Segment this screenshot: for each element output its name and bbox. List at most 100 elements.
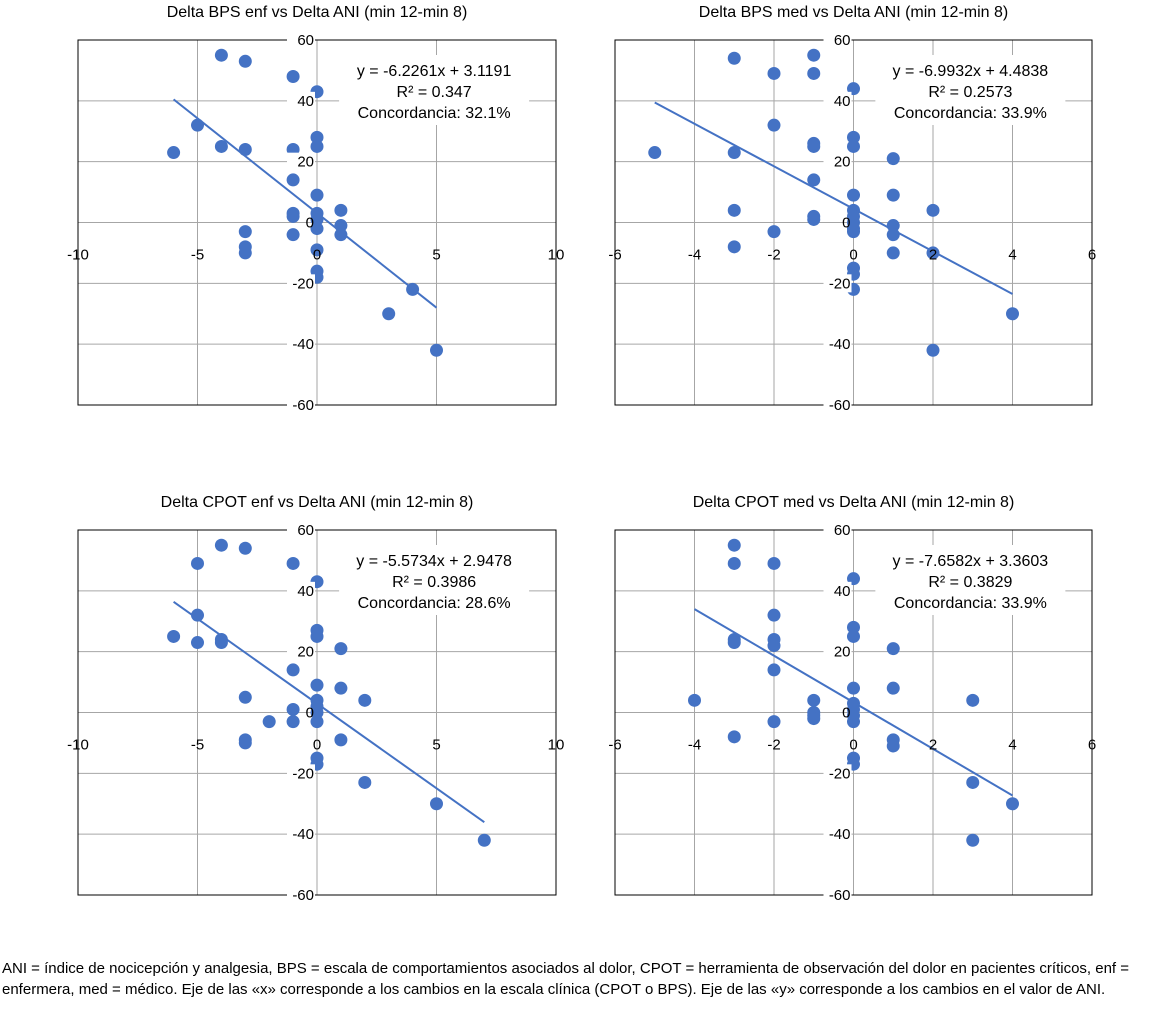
data-point bbox=[926, 246, 940, 260]
tick-label-bg bbox=[287, 886, 315, 904]
tick-label-bg bbox=[287, 521, 315, 539]
data-point bbox=[238, 143, 252, 156]
y-tick-label: -60 bbox=[829, 887, 851, 904]
tick-label-bg bbox=[823, 396, 852, 414]
data-point bbox=[767, 715, 781, 729]
data-point bbox=[688, 693, 701, 707]
x-tick-label: -2 bbox=[767, 737, 780, 754]
data-point bbox=[886, 188, 900, 202]
chart-title: Delta CPOT enf vs Delta ANI (min 12-min … bbox=[160, 494, 474, 511]
data-point bbox=[334, 642, 348, 656]
regression-annotation: R² = 0.3829 bbox=[928, 574, 1012, 591]
data-point bbox=[767, 66, 781, 80]
data-point bbox=[886, 246, 900, 260]
tick-label-bg bbox=[823, 764, 852, 783]
y-tick-label: 40 bbox=[297, 583, 314, 600]
data-point bbox=[334, 228, 348, 242]
data-point bbox=[334, 219, 348, 233]
y-tick-label: -60 bbox=[829, 397, 851, 414]
data-point bbox=[191, 118, 204, 132]
x-tick-label: 5 bbox=[432, 247, 440, 264]
data-point bbox=[727, 240, 741, 254]
data-point bbox=[262, 715, 276, 729]
regression-annotation: y = -7.6582x + 3.3603 bbox=[893, 553, 1049, 570]
data-point bbox=[191, 608, 204, 622]
data-point bbox=[310, 706, 324, 719]
y-tick-label: 20 bbox=[834, 644, 851, 661]
data-point bbox=[807, 66, 821, 80]
data-point bbox=[310, 130, 324, 144]
data-point bbox=[1006, 797, 1019, 811]
x-tick-label: 0 bbox=[313, 247, 321, 264]
y-tick-label: 0 bbox=[306, 215, 314, 232]
y-tick-label: -40 bbox=[292, 826, 314, 843]
annotation-bg bbox=[875, 55, 1066, 125]
data-point bbox=[807, 212, 821, 226]
data-point bbox=[214, 636, 228, 650]
data-point bbox=[238, 246, 252, 260]
data-point bbox=[847, 188, 860, 202]
annotation-bg bbox=[339, 55, 530, 125]
x-tick-label: 10 bbox=[548, 737, 565, 754]
tick-label-bg bbox=[287, 764, 315, 783]
data-point bbox=[477, 833, 491, 847]
tick-label-bg bbox=[823, 31, 852, 49]
data-point bbox=[727, 146, 741, 160]
data-point bbox=[847, 629, 860, 643]
data-point bbox=[966, 693, 980, 707]
data-point bbox=[847, 139, 860, 153]
regression-annotation: Concordancia: 33.9% bbox=[894, 595, 1047, 612]
data-point bbox=[847, 225, 860, 239]
y-tick-label: -20 bbox=[829, 765, 851, 782]
plot-frame bbox=[77, 529, 557, 896]
data-point bbox=[648, 146, 662, 160]
y-tick-label: -40 bbox=[292, 336, 314, 353]
data-point bbox=[847, 681, 860, 695]
data-point bbox=[807, 693, 821, 707]
y-tick-label: -60 bbox=[292, 887, 314, 904]
x-tick-label: -4 bbox=[688, 737, 701, 754]
y-tick-label: 60 bbox=[297, 32, 314, 49]
data-point bbox=[286, 715, 300, 729]
data-point bbox=[926, 203, 940, 217]
chart-title: Delta BPS med vs Delta ANI (min 12-min 8… bbox=[698, 4, 1009, 21]
y-tick-label: 40 bbox=[297, 93, 314, 110]
data-point bbox=[286, 702, 300, 716]
data-point bbox=[767, 639, 781, 653]
chart-bps-med: Delta BPS med vs Delta ANI (min 12-min 8… bbox=[608, 0, 1096, 420]
y-tick-label: 20 bbox=[297, 644, 314, 661]
x-tick-label: -4 bbox=[688, 247, 701, 264]
data-point bbox=[886, 739, 900, 753]
data-point bbox=[767, 663, 781, 677]
tick-label-bg bbox=[823, 91, 852, 110]
x-tick-label: -6 bbox=[608, 737, 621, 754]
data-point bbox=[727, 556, 741, 570]
tick-label-bg bbox=[823, 335, 852, 354]
annotation-bg bbox=[875, 545, 1066, 615]
x-tick-label: 5 bbox=[432, 737, 440, 754]
data-point bbox=[310, 188, 324, 202]
data-point bbox=[286, 663, 300, 677]
data-point bbox=[310, 243, 324, 257]
data-point bbox=[767, 225, 781, 239]
data-point bbox=[767, 118, 781, 132]
y-tick-label: 0 bbox=[842, 215, 850, 232]
y-tick-label: 40 bbox=[834, 583, 851, 600]
tick-label-bg bbox=[823, 825, 852, 844]
tick-label-bg bbox=[287, 91, 315, 110]
regression-annotation: Concordancia: 33.9% bbox=[894, 105, 1047, 122]
data-point bbox=[847, 620, 860, 634]
tick-label-bg bbox=[287, 642, 315, 661]
plot-frame bbox=[614, 39, 1093, 406]
data-point bbox=[167, 146, 181, 160]
y-tick-label: 60 bbox=[834, 522, 851, 539]
data-point bbox=[727, 203, 741, 217]
x-tick-label: -5 bbox=[191, 247, 204, 264]
y-tick-label: -60 bbox=[292, 397, 314, 414]
data-point bbox=[886, 152, 900, 166]
data-point bbox=[191, 636, 204, 650]
tick-label-bg bbox=[823, 274, 852, 293]
tick-label-bg bbox=[287, 335, 315, 354]
